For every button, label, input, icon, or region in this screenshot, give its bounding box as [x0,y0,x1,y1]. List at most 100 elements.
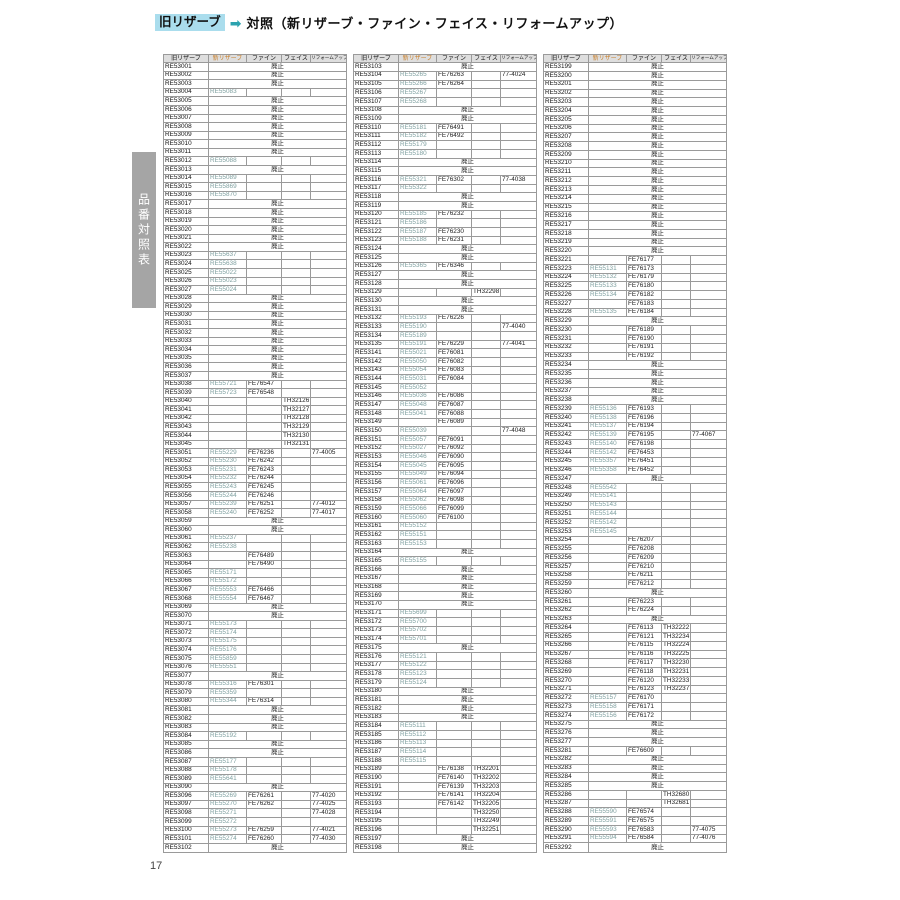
table-row: RE53234 廃止 [543,360,727,371]
old-code-cell: RE53247 [543,474,589,485]
new-code-cell: RE55365 [398,261,437,272]
reform-code-cell [500,738,537,749]
reform-code-cell [690,518,727,528]
old-code-cell: RE53010 [163,139,209,149]
reform-code-cell [310,568,347,578]
table-left: 旧リザーブ 新リザーブ ファイン フェイス リフォームアップ RE53001 廃止 RE530… [163,53,347,854]
face-code-cell [281,448,311,458]
face-code-cell [281,825,311,836]
table-row: RE53058 RE55240 FE76252 77-4017 [163,508,347,518]
discontinued-cell: 廃止 [588,737,727,747]
fine-code-cell [626,500,662,511]
table-row: RE53102 廃止 [163,842,347,854]
new-code-cell: RE55188 [398,235,437,246]
new-code-cell: RE55231 [208,465,247,475]
column-header: 新リザーブ [208,53,247,64]
discontinued-cell: 廃止 [208,122,347,132]
table-middle: 旧リザーブ 新リザーブ ファイン フェイス リフォームアップ RE53103 廃止 RE531… [353,53,537,854]
fine-code-cell: FE76099 [436,504,472,515]
discontinued-cell: 廃止 [588,842,727,853]
old-code-cell: RE53071 [163,619,209,630]
discontinued-cell: 廃止 [398,192,537,202]
reform-code-cell: 77-4075 [690,824,727,835]
table-row: RE53133 RE55190 77-4040 [353,322,537,332]
face-code-cell [471,669,501,679]
old-code-cell: RE53055 [163,482,209,492]
reform-code-cell [310,585,347,595]
reform-code-cell: 77-4005 [310,448,347,458]
new-code-cell [588,561,627,572]
reform-code-cell [310,817,347,827]
reform-code-cell [690,561,727,572]
fine-code-cell: FE76492 [436,131,472,142]
discontinued-cell: 廃止 [208,225,347,235]
table-row: RE53068 RE55554 FE76467 [163,593,347,604]
new-code-cell: RE55175 [208,636,247,647]
fine-code-cell: FE76346 [436,261,472,272]
table-row: RE53072 RE55174 [163,628,347,638]
old-code-cell: RE53009 [163,130,209,141]
new-code-cell [588,334,627,344]
old-code-cell: RE53079 [163,688,209,698]
new-code-cell: RE55124 [398,677,437,688]
old-code-cell: RE53189 [353,764,399,775]
old-code-cell: RE53171 [353,608,399,619]
reform-code-cell [500,651,537,662]
old-code-cell: RE53172 [353,617,399,627]
fine-code-cell [246,662,282,673]
new-code-cell [588,596,627,607]
new-code-cell: RE55140 [588,439,627,449]
face-code-cell [471,122,501,133]
old-code-cell: RE53223 [543,263,589,274]
page-title: 旧リザーブ ➡ 対照（新リザーブ・ファイン・フェイス・リフォームアップ） [155,13,623,32]
header-row: 旧リザーブ 新リザーブ ファイン フェイス リフォームアップ [543,53,727,64]
discontinued-cell: 廃止 [398,834,537,844]
fine-code-cell: FE76212 [626,579,662,590]
discontinued-cell: 廃止 [588,228,727,239]
table-row: RE53220 廃止 [543,246,727,257]
fine-code-cell [436,383,472,393]
table-row: RE53122 RE55187 FE76230 [353,226,537,237]
discontinued-cell: 廃止 [588,106,727,116]
new-code-cell [588,351,627,362]
old-code-cell: RE53117 [353,183,399,194]
new-code-cell [588,325,627,336]
face-code-cell [281,156,311,167]
face-code-cell [661,561,691,572]
face-code-cell: TH32231 [661,667,691,677]
face-code-cell [661,491,691,502]
face-code-cell [281,285,311,295]
face-code-cell [281,379,311,390]
discontinued-cell: 廃止 [208,165,347,175]
new-code-cell: RE55192 [208,731,247,741]
reform-code-cell [500,122,537,133]
face-code-cell [661,456,691,467]
old-code-cell: RE53204 [543,106,589,116]
face-code-cell [281,508,311,518]
old-code-cell: RE53096 [163,791,209,801]
new-code-cell [208,422,247,432]
reform-code-cell [310,413,347,424]
discontinued-cell: 廃止 [398,643,537,653]
old-code-cell: RE53153 [353,452,399,463]
new-code-cell: RE55114 [398,747,437,757]
discontinued-cell: 廃止 [398,573,537,584]
table-row: RE53146 RE55036 FE76086 [353,391,537,402]
reform-code-cell: 77-4012 [310,499,347,510]
table-row: RE53099 RE55272 [163,817,347,827]
face-code-cell [471,426,501,437]
discontinued-cell: 廃止 [588,123,727,134]
new-code-cell: RE55702 [398,625,437,636]
table-row: RE53282 廃止 [543,754,727,765]
fine-code-cell [436,331,472,341]
new-code-cell: RE55115 [398,755,437,766]
discontinued-cell: 廃止 [208,748,347,758]
table-row: RE53100 RE55273 FE76259 77-4021 [163,825,347,836]
reform-code-cell [690,307,727,318]
new-code-cell: RE55027 [398,443,437,454]
fine-code-cell: FE76097 [436,487,472,497]
old-code-cell: RE53029 [163,302,209,312]
fine-code-cell: FE76226 [436,313,472,324]
table-row: RE53232 FE76191 [543,342,727,353]
reform-code-cell [690,325,727,336]
